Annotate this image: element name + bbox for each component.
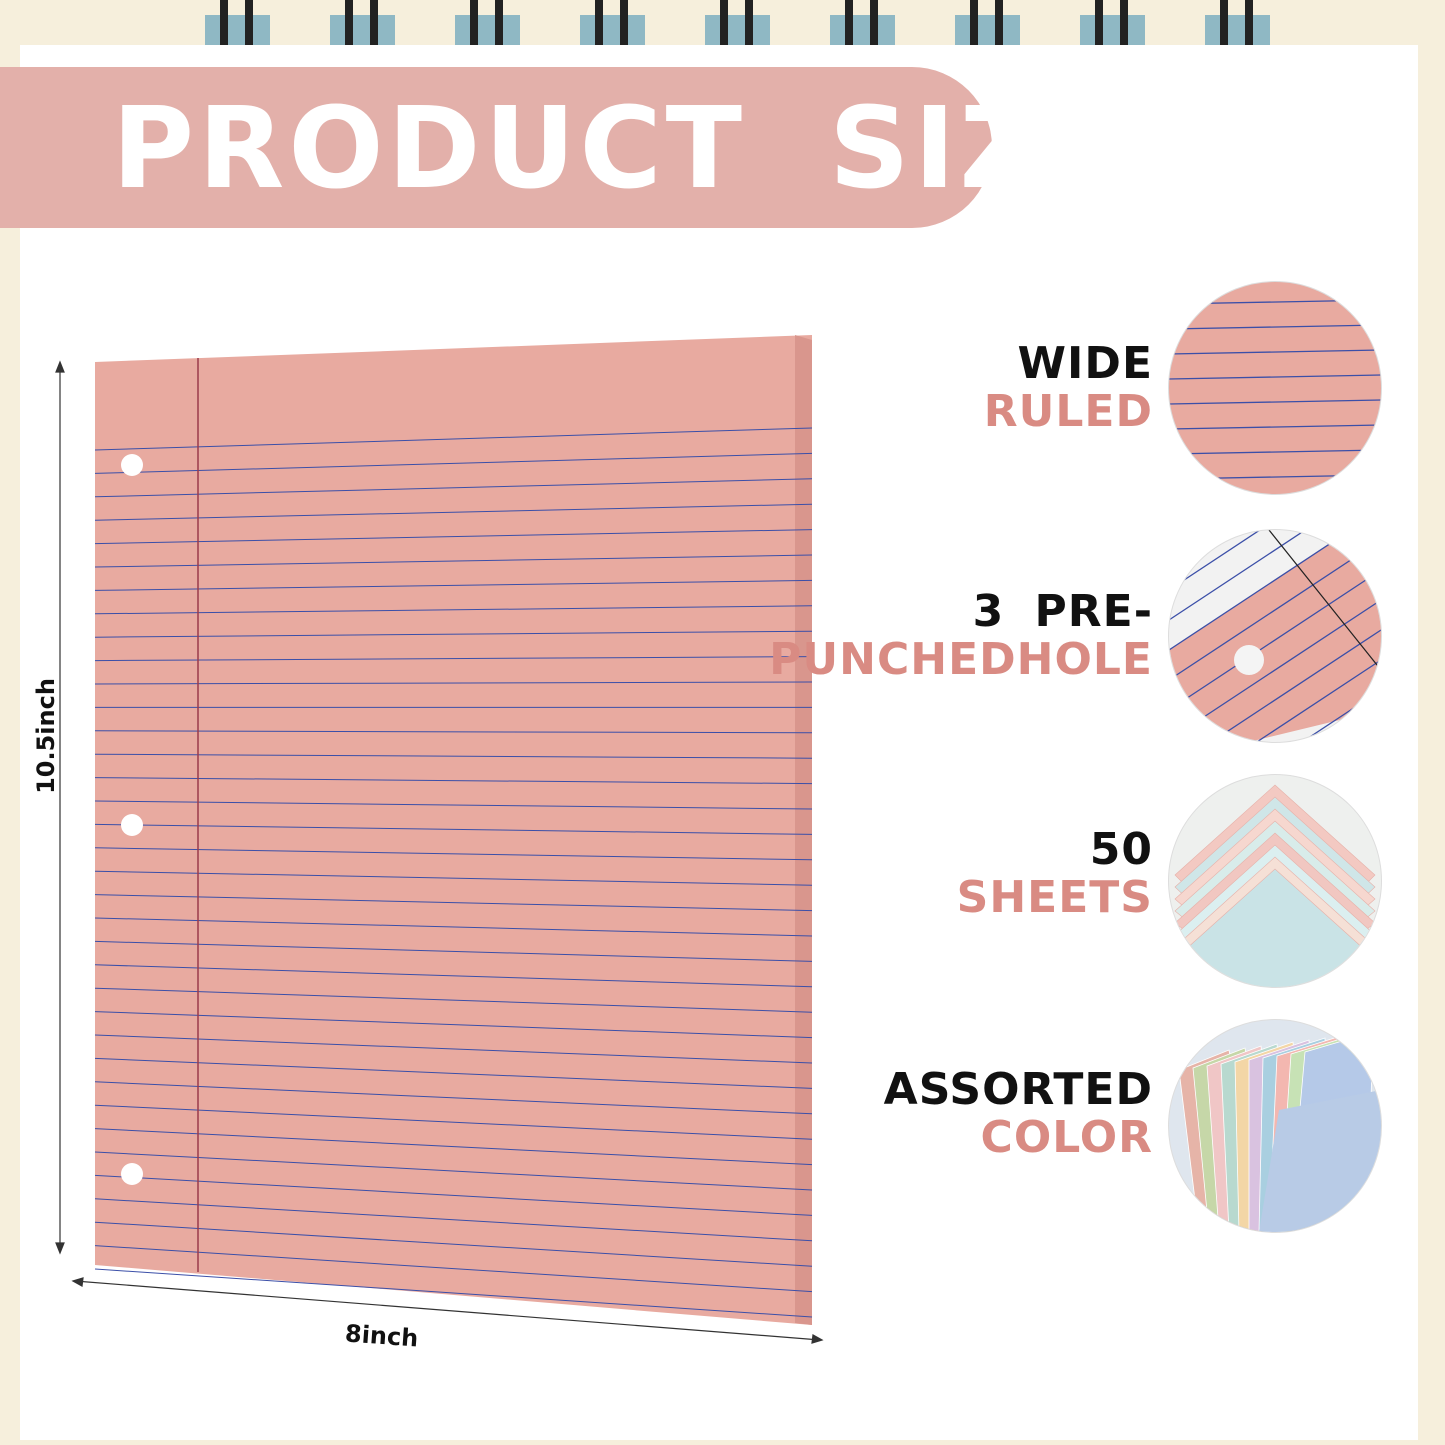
rule-line (94, 1034, 813, 1064)
rule-line (94, 554, 813, 568)
paper-edge (795, 335, 812, 1325)
ring-slot (580, 15, 645, 45)
rule-line (94, 427, 813, 451)
ring-slot (1205, 15, 1270, 45)
feature-line2: COLOR (980, 1112, 1153, 1163)
rule-line (94, 964, 813, 988)
ring-slot (205, 15, 270, 45)
punch-hole (121, 814, 143, 836)
rule-line (94, 681, 813, 685)
rule-line (94, 1011, 813, 1039)
feature-line1: 3 PRE- (972, 586, 1153, 637)
ring-slot (705, 15, 770, 45)
assorted-colors-fan-icon (1168, 1019, 1382, 1233)
feature-line2: RULED (983, 386, 1153, 437)
ring-slot (330, 15, 395, 45)
rule-line (94, 1245, 813, 1293)
paper-sheet (95, 335, 812, 1325)
feature-assorted-color: ASSORTED COLOR (884, 1066, 1153, 1162)
page-title: PRODUCT SIZE (112, 84, 1126, 214)
rule-line (94, 1174, 813, 1216)
rule-line (94, 917, 813, 937)
rule-line (94, 478, 813, 498)
rule-line (94, 630, 813, 638)
width-label: 8inch (344, 1319, 420, 1353)
height-label: 10.5inch (31, 678, 60, 794)
rule-line (94, 1104, 813, 1140)
ring-slot (955, 15, 1020, 45)
rule-line (94, 800, 813, 810)
feature-wide-ruled: WIDE RULED (984, 340, 1153, 436)
rule-line (94, 987, 813, 1013)
rule-line (94, 753, 813, 759)
rule-line (94, 1128, 813, 1166)
rule-line (94, 823, 813, 835)
feature-line1: WIDE (1017, 338, 1153, 389)
punched-hole-closeup-icon (1168, 529, 1382, 743)
feature-line2: PUNCHEDHOLE (769, 634, 1153, 685)
rule-line (94, 1151, 813, 1191)
rule-line (94, 1221, 813, 1267)
rule-line (94, 1057, 813, 1089)
rule-line (94, 870, 813, 886)
punch-hole (121, 454, 143, 476)
spiral-binding (205, 0, 1270, 45)
rule-line (94, 579, 813, 591)
feature-punched-hole: 3 PRE- PUNCHEDHOLE (769, 588, 1153, 684)
height-arrow (55, 360, 65, 1255)
feature-50-sheets: 50 SHEETS (957, 826, 1153, 922)
rule-line (94, 503, 813, 521)
rule-line (94, 452, 813, 474)
feature-line1: 50 (1089, 824, 1153, 875)
width-arrow (71, 1277, 824, 1344)
rule-line (94, 1268, 813, 1318)
rule-line (94, 605, 813, 615)
rule-line (94, 894, 813, 912)
paper-stack-closeup-icon (1168, 774, 1382, 988)
rule-line (94, 656, 813, 662)
title-banner (0, 67, 992, 228)
rule-line (94, 730, 813, 734)
rule-line (94, 529, 813, 545)
ring-slot (830, 15, 895, 45)
rule-line (94, 1198, 813, 1242)
rule-line (94, 777, 813, 785)
ring-slot (455, 15, 520, 45)
rule-line (94, 847, 813, 861)
ring-slot (1080, 15, 1145, 45)
feature-line2: SHEETS (956, 872, 1153, 923)
rule-line (94, 1081, 813, 1115)
ruled-lines-closeup-icon (1168, 281, 1382, 495)
punch-hole (121, 1163, 143, 1185)
feature-line1: ASSORTED (883, 1064, 1153, 1115)
rule-line (94, 940, 813, 962)
